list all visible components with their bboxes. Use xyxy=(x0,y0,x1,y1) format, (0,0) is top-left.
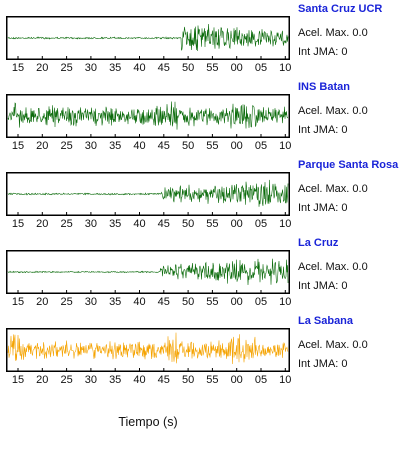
acel-max-readout: Acel. Max. 0.0 xyxy=(298,105,368,117)
x-tick-label: 25 xyxy=(60,62,73,74)
x-tick-label: 10 xyxy=(279,296,292,308)
int-jma-readout: Int JMA: 0 xyxy=(298,280,348,292)
trace-plot xyxy=(6,16,290,60)
int-jma-readout: Int JMA: 0 xyxy=(298,202,348,214)
int-jma-readout: Int JMA: 0 xyxy=(298,124,348,136)
station-name: La Cruz xyxy=(298,237,339,249)
x-tick-label: 00 xyxy=(230,62,243,74)
station-name: Santa Cruz UCR xyxy=(298,3,383,15)
x-tick-label: 40 xyxy=(133,374,146,386)
x-tick-label: 20 xyxy=(36,218,49,230)
x-tick-label: 35 xyxy=(109,62,122,74)
x-tick-label: 30 xyxy=(84,218,98,230)
x-tick-label: 05 xyxy=(254,140,268,152)
x-tick-label: 25 xyxy=(60,374,73,386)
x-tick-label: 55 xyxy=(206,296,219,308)
waveform-series xyxy=(7,258,289,286)
acel-max-readout: Acel. Max. 0.0 xyxy=(298,27,368,39)
waveform-series xyxy=(7,332,289,365)
x-tick-label: 50 xyxy=(181,296,195,308)
x-tick-label: 55 xyxy=(206,374,219,386)
x-tick-label: 10 xyxy=(279,218,292,230)
trace-plot xyxy=(6,94,290,138)
x-tick-label: 45 xyxy=(157,296,170,308)
station-panel: 15 20 25 30 35 40 45 50 55 00 05 10 INS Batan Acel. M… xyxy=(0,78,410,158)
x-tick-label: 00 xyxy=(230,218,243,230)
trace-plot xyxy=(6,328,290,372)
x-tick-label: 05 xyxy=(254,218,268,230)
x-tick-label: 55 xyxy=(206,218,219,230)
int-jma-readout: Int JMA: 0 xyxy=(298,46,348,58)
acel-max-readout: Acel. Max. 0.0 xyxy=(298,183,368,195)
x-tick-label: 20 xyxy=(36,296,49,308)
int-jma-readout: Int JMA: 0 xyxy=(298,358,348,370)
x-tick-label: 25 xyxy=(60,218,73,230)
x-tick-label: 15 xyxy=(11,140,25,152)
x-tick-label: 40 xyxy=(133,296,146,308)
x-tick-labels: 15 20 25 30 35 40 45 50 55 00 05 10 xyxy=(6,296,292,312)
x-tick-label: 30 xyxy=(84,374,98,386)
x-tick-label: 10 xyxy=(279,62,292,74)
x-axis-label: Tiempo (s) xyxy=(118,415,178,429)
trace-plot xyxy=(6,250,290,294)
x-tick-label: 20 xyxy=(36,62,49,74)
x-tick-label: 15 xyxy=(11,218,25,230)
station-name: Parque Santa Rosa xyxy=(298,159,399,171)
x-tick-label: 30 xyxy=(84,140,98,152)
station-panel: 15 20 25 30 35 40 45 50 55 00 05 10 La Cruz Acel. Max… xyxy=(0,234,410,314)
waveform-series xyxy=(7,101,288,130)
station-panel: 15 20 25 30 35 40 45 50 55 00 05 10 Santa Cruz UCR Ac… xyxy=(0,0,410,80)
x-tick-label: 40 xyxy=(133,62,146,74)
x-tick-label: 45 xyxy=(157,62,170,74)
x-tick-label: 50 xyxy=(181,374,195,386)
x-tick-label: 15 xyxy=(11,296,25,308)
x-tick-label: 50 xyxy=(181,62,195,74)
acel-max-readout: Acel. Max. 0.0 xyxy=(298,261,368,273)
x-tick-label: 30 xyxy=(84,62,98,74)
station-name: INS Batan xyxy=(298,81,350,93)
x-tick-label: 35 xyxy=(109,140,122,152)
x-tick-label: 45 xyxy=(157,374,170,386)
x-tick-label: 35 xyxy=(109,296,122,308)
x-tick-labels: 15 20 25 30 35 40 45 50 55 00 05 10 xyxy=(6,374,292,390)
trace-plot xyxy=(6,172,290,216)
x-tick-label: 20 xyxy=(36,140,49,152)
x-tick-label: 55 xyxy=(206,62,219,74)
x-tick-label: 35 xyxy=(109,374,122,386)
station-name: La Sabana xyxy=(298,315,354,327)
x-tick-label: 10 xyxy=(279,374,292,386)
x-tick-label: 00 xyxy=(230,140,243,152)
x-tick-label: 25 xyxy=(60,140,73,152)
station-panel: 15 20 25 30 35 40 45 50 55 00 05 10 La Sabana Acel. M… xyxy=(0,312,410,392)
x-tick-labels: 15 20 25 30 35 40 45 50 55 00 05 10 xyxy=(6,62,292,78)
x-tick-label: 40 xyxy=(133,140,146,152)
x-tick-label: 15 xyxy=(11,374,25,386)
x-tick-label: 55 xyxy=(206,140,219,152)
x-tick-label: 40 xyxy=(133,218,146,230)
x-tick-label: 20 xyxy=(36,374,49,386)
x-tick-label: 10 xyxy=(279,140,292,152)
x-tick-label: 05 xyxy=(254,62,268,74)
x-tick-label: 25 xyxy=(60,296,73,308)
acel-max-readout: Acel. Max. 0.0 xyxy=(298,339,368,351)
waveform-series xyxy=(7,179,289,207)
x-tick-label: 50 xyxy=(181,218,195,230)
x-tick-label: 50 xyxy=(181,140,195,152)
station-panel: 15 20 25 30 35 40 45 50 55 00 05 10 Parque Santa Ros… xyxy=(0,156,410,236)
x-tick-label: 35 xyxy=(109,218,122,230)
x-tick-labels: 15 20 25 30 35 40 45 50 55 00 05 10 xyxy=(6,218,292,234)
x-tick-label: 00 xyxy=(230,296,243,308)
x-tick-label: 30 xyxy=(84,296,98,308)
waveform-series xyxy=(7,23,289,52)
x-tick-label: 45 xyxy=(157,218,170,230)
x-tick-label: 45 xyxy=(157,140,170,152)
x-tick-label: 05 xyxy=(254,374,268,386)
x-tick-label: 05 xyxy=(254,296,268,308)
x-tick-label: 00 xyxy=(230,374,243,386)
x-tick-label: 15 xyxy=(11,62,25,74)
x-tick-labels: 15 20 25 30 35 40 45 50 55 00 05 10 xyxy=(6,140,292,156)
